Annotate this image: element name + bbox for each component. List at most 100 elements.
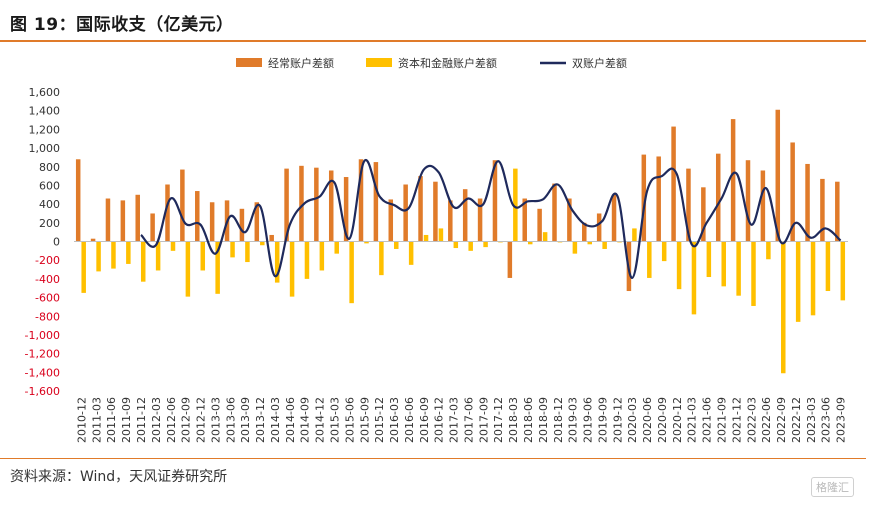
bar-capital-financial [379, 241, 384, 276]
bar-capital-financial [810, 241, 816, 316]
y-tick-label: -1,400 [25, 366, 60, 379]
bar-current-account [537, 208, 542, 242]
bar-capital-financial [111, 241, 116, 269]
x-tick-label: 2018-12 [552, 397, 565, 443]
y-axis: 1,600 1,400 1,200 1,000 800 600 400 200 0 -200 -40… [25, 86, 60, 398]
x-tick-label: 2015-06 [343, 397, 356, 443]
bar-capital-financial [170, 241, 176, 251]
x-tick-label: 2016-12 [433, 397, 446, 443]
x-tick-label: 2014-12 [314, 397, 327, 443]
bar-capital-financial [468, 241, 473, 251]
bar-capital-financial [423, 234, 429, 242]
x-tick-label: 2019-12 [611, 397, 624, 443]
bar-current-account [507, 241, 513, 278]
bar-capital-financial [632, 228, 637, 242]
bar-capital-financial [274, 241, 280, 283]
x-tick-label: 2011-06 [105, 397, 118, 443]
legend-label: 资本和金融账户差额 [398, 56, 497, 70]
x-tick-label: 2022-09 [775, 397, 788, 443]
x-tick-label: 2021-06 [701, 397, 714, 443]
bar-current-account [552, 183, 557, 242]
bar-capital-financial [260, 241, 265, 246]
legend-swatch [366, 58, 392, 67]
y-tick-label: -1,000 [25, 329, 60, 342]
x-tick-label: 2022-03 [745, 397, 758, 443]
bar-capital-financial [245, 241, 250, 263]
header: 图 19：国际收支（亿美元） [0, 0, 870, 42]
bar-capital-financial [81, 241, 86, 293]
bar-current-account [180, 169, 185, 242]
bar-current-account [596, 213, 602, 242]
chart-canvas: 经常账户差额 资本和金融账户差额 双账户差额 1,600 1,400 1,200 1,00… [25, 56, 848, 443]
bar-current-account [745, 160, 751, 242]
x-tick-label: 2016-03 [388, 397, 401, 443]
bar-current-account [388, 199, 394, 242]
bar-current-account [284, 168, 289, 242]
bar-capital-financial [126, 241, 131, 264]
bar-capital-financial [200, 241, 206, 271]
bar-current-account [462, 189, 468, 242]
bar-current-account [403, 184, 408, 242]
bar-current-account [730, 119, 736, 242]
bar-current-account [522, 198, 527, 242]
y-tick-label: -200 [35, 254, 60, 267]
legend-swatch [236, 58, 262, 67]
x-tick-label: 2017-06 [462, 397, 475, 443]
header-rule [0, 40, 866, 42]
bar-capital-financial [825, 241, 831, 292]
y-tick-label: -1,200 [25, 348, 60, 361]
bar-current-account [433, 181, 438, 242]
y-tick-label: 400 [39, 198, 60, 211]
x-tick-label: 2023-03 [805, 397, 818, 443]
line-series-group [140, 158, 842, 280]
x-tick-label: 2014-06 [284, 397, 297, 443]
bar-current-account [835, 181, 840, 242]
bar-current-account [641, 154, 647, 242]
bar-series-group [74, 109, 848, 374]
bar-capital-financial [676, 241, 682, 290]
x-tick-label: 2022-12 [790, 397, 803, 443]
bar-current-account [358, 159, 364, 242]
bar-capital-financial [587, 241, 593, 245]
bar-capital-financial [572, 241, 578, 254]
bar-capital-financial [289, 241, 295, 297]
bar-capital-financial [319, 241, 325, 271]
bar-capital-financial [364, 241, 369, 244]
chart-legend: 经常账户差额 资本和金融账户差额 双账户差额 [236, 56, 627, 70]
y-tick-label: 600 [39, 179, 60, 192]
bar-current-account [686, 168, 691, 242]
y-tick-label: -800 [35, 310, 60, 323]
x-tick-label: 2015-09 [358, 397, 371, 443]
legend-label: 双账户差额 [572, 56, 627, 70]
x-axis: 2010-12 2011-03 2011-06 2011-09 2011-12 2012-… [75, 397, 847, 443]
x-tick-label: 2013-03 [209, 397, 222, 443]
y-tick-label: 200 [39, 217, 60, 230]
x-tick-label: 2020-03 [626, 397, 639, 443]
x-tick-label: 2013-06 [224, 397, 237, 443]
bar-capital-financial [438, 228, 444, 242]
bar-capital-financial [736, 241, 741, 296]
y-tick-label: 1,400 [29, 105, 61, 118]
x-tick-label: 2011-03 [90, 397, 103, 443]
bar-current-account [195, 191, 200, 242]
y-tick-label: -600 [35, 292, 60, 305]
x-tick-label: 2012-12 [195, 397, 208, 443]
bar-current-account [299, 165, 304, 242]
bar-capital-financial [155, 241, 161, 271]
x-tick-label: 2020-12 [671, 397, 684, 443]
bar-capital-financial [304, 241, 310, 279]
bar-capital-financial [96, 241, 101, 272]
x-tick-label: 2019-06 [582, 397, 595, 443]
bar-current-account [448, 200, 453, 242]
bar-capital-financial [766, 241, 771, 260]
y-tick-label: 0 [53, 236, 60, 249]
x-tick-label: 2021-12 [730, 397, 743, 443]
bar-capital-financial [542, 232, 548, 242]
bar-current-account [790, 142, 795, 242]
bar-capital-financial [721, 241, 726, 287]
x-tick-label: 2015-12 [373, 397, 386, 443]
x-tick-label: 2014-03 [269, 397, 282, 443]
bar-current-account [105, 198, 111, 242]
bar-capital-financial [840, 241, 846, 301]
x-tick-label: 2012-03 [150, 397, 163, 443]
